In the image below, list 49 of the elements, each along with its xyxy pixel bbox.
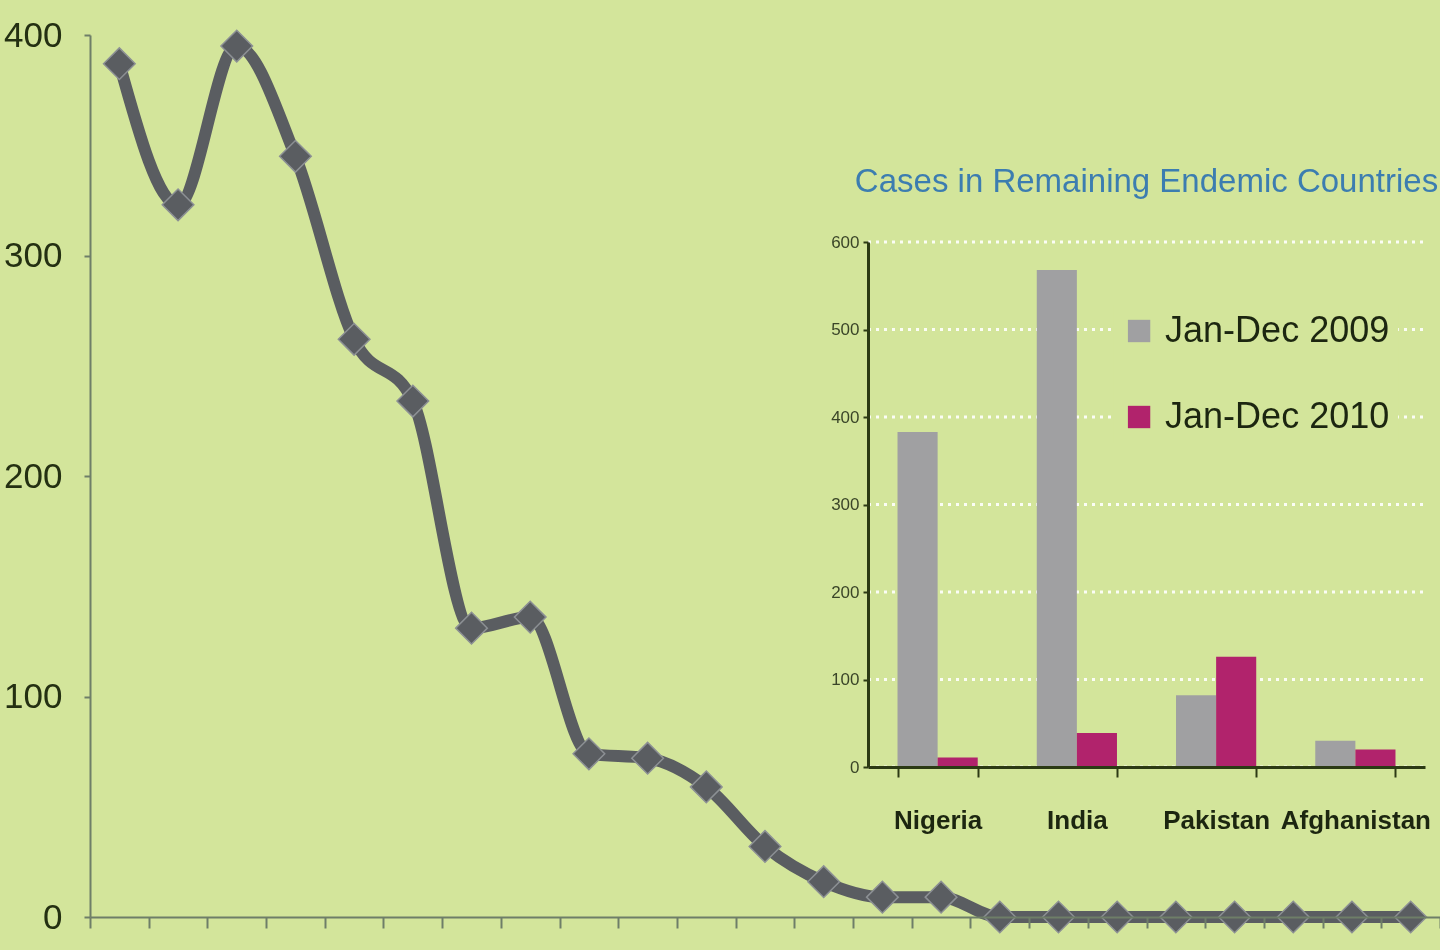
bar — [1355, 749, 1396, 767]
point — [220, 29, 254, 63]
x-tick-label: India — [1047, 804, 1109, 835]
y-tick-label: 600 — [831, 232, 860, 252]
legend-label: Jan-Dec 2010 — [1165, 395, 1390, 436]
bar — [937, 757, 978, 767]
bar — [897, 431, 938, 767]
point — [572, 737, 606, 771]
point — [278, 139, 312, 173]
y-tick-label: 0 — [43, 896, 63, 936]
point — [748, 829, 782, 863]
x-tick-label: Pakistan — [1163, 804, 1271, 835]
y-tick-label: 200 — [4, 455, 63, 495]
point — [454, 611, 489, 645]
point — [1100, 900, 1134, 934]
x-tick-label: Nigeria — [894, 804, 983, 835]
chart-title: Cases in Remaining Endemic Countries — [854, 162, 1439, 199]
point — [1159, 900, 1193, 934]
point — [631, 741, 665, 775]
point — [396, 384, 430, 418]
bar — [1315, 740, 1356, 767]
y-tick-label: 0 — [850, 757, 860, 777]
point — [807, 865, 841, 899]
bar — [1036, 270, 1077, 767]
y-tick-label: 200 — [831, 582, 860, 602]
bar — [1176, 695, 1217, 767]
point — [1218, 900, 1252, 934]
y-tick-label: 400 — [4, 14, 63, 54]
point — [513, 600, 547, 634]
point — [102, 47, 136, 81]
point — [983, 900, 1017, 934]
y-tick-label: 400 — [831, 407, 860, 427]
bar — [1076, 732, 1117, 767]
y-tick-label: 100 — [831, 670, 860, 689]
x-tick-label: Afghanistan — [1280, 804, 1431, 835]
point — [1276, 900, 1310, 934]
legend-label: Jan-Dec 2009 — [1165, 309, 1390, 350]
y-tick-label: 300 — [4, 235, 63, 274]
point — [161, 188, 195, 222]
point — [1394, 900, 1428, 934]
point — [1041, 900, 1076, 934]
point — [865, 880, 899, 914]
y-tick-label: 500 — [831, 320, 860, 339]
point — [337, 322, 371, 356]
point — [689, 770, 723, 804]
point — [924, 880, 958, 914]
y-tick-label: 100 — [4, 676, 63, 715]
y-tick-label: 300 — [831, 495, 860, 514]
bar — [1216, 656, 1257, 767]
